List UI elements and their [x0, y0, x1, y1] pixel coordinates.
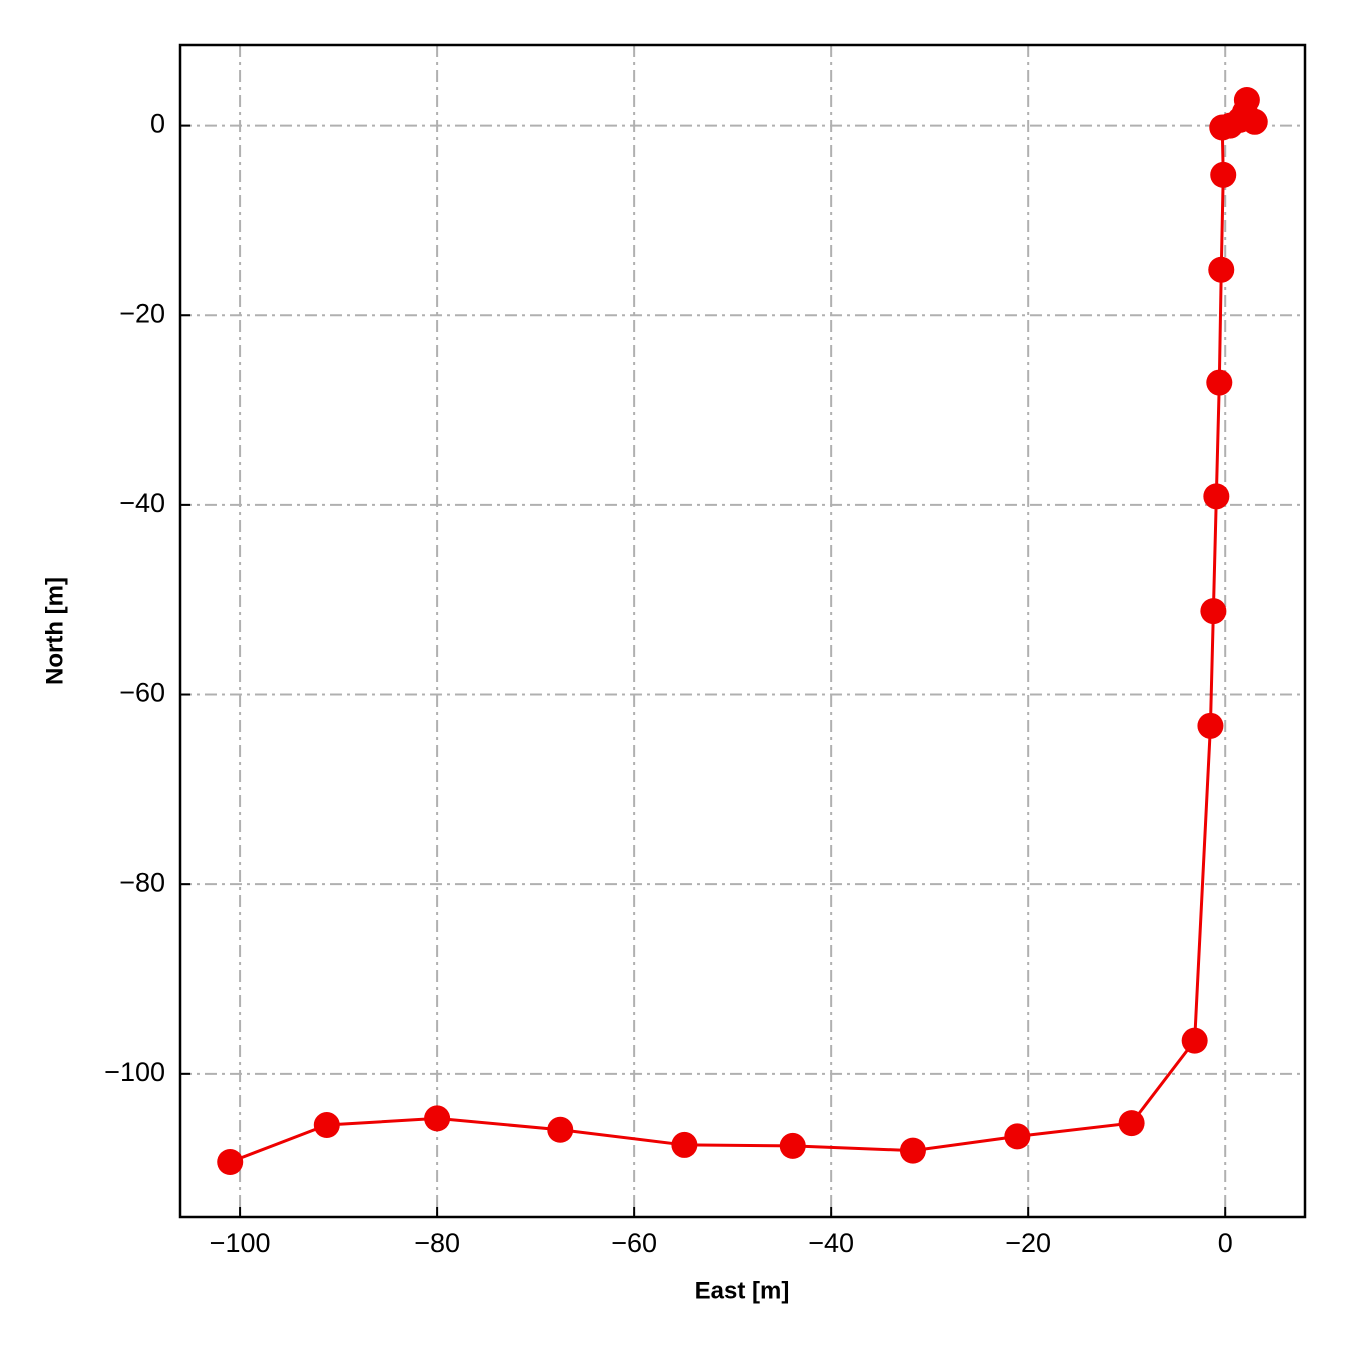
point-marker [1231, 99, 1258, 126]
point-marker [671, 1131, 698, 1158]
point-marker [1181, 1027, 1208, 1054]
point-marker [899, 1137, 926, 1164]
x-axis-title: East [m] [695, 1277, 790, 1304]
x-tick-label: −60 [611, 1228, 657, 1258]
point-marker [1206, 369, 1233, 396]
y-tick-label: −100 [104, 1057, 165, 1087]
x-tick-label: 0 [1218, 1228, 1233, 1258]
point-marker [1004, 1123, 1031, 1150]
point-marker [313, 1112, 340, 1139]
x-tick-label: −80 [414, 1228, 460, 1258]
point-marker [1210, 161, 1237, 188]
point-marker [1208, 256, 1235, 283]
y-axis-title: North [m] [41, 577, 68, 685]
x-tick-label: −20 [1005, 1228, 1051, 1258]
point-marker [424, 1105, 451, 1132]
point-marker [1200, 598, 1227, 625]
point-marker [1197, 712, 1224, 739]
x-tick-label: −100 [210, 1228, 271, 1258]
point-marker [1203, 483, 1230, 510]
y-tick-label: −60 [119, 678, 165, 708]
point-marker [1118, 1110, 1145, 1137]
point-marker [779, 1132, 806, 1159]
y-tick-label: −40 [119, 488, 165, 518]
y-tick-label: −20 [119, 298, 165, 328]
y-tick-label: −80 [119, 867, 165, 897]
plot-frame [178, 43, 1307, 1219]
y-tick-label: 0 [150, 109, 165, 139]
x-tick-label: −40 [808, 1228, 854, 1258]
point-marker [217, 1149, 244, 1176]
point-marker [547, 1116, 574, 1143]
trajectory-line [229, 95, 1257, 1164]
